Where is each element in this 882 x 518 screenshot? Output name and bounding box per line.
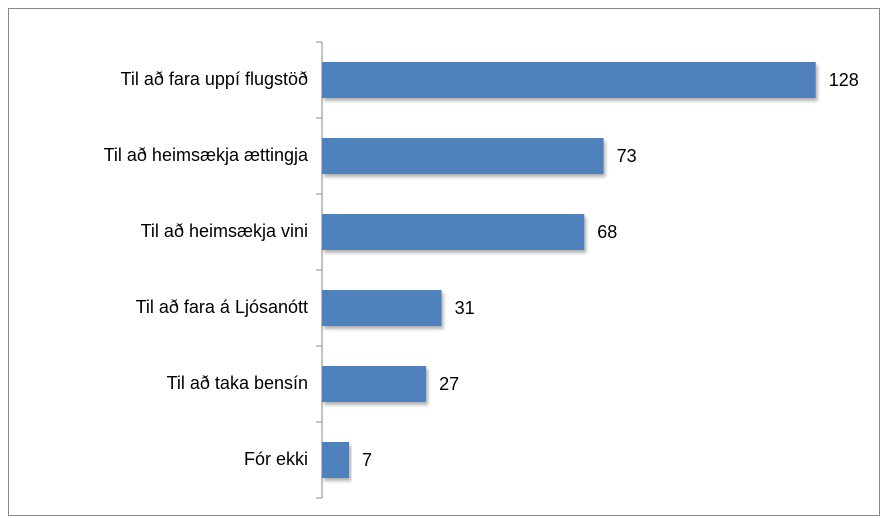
- y-tick-label: Til að taka bensín: [167, 373, 308, 393]
- bar: [322, 290, 442, 326]
- data-label: 31: [455, 298, 475, 318]
- y-tick-label: Til að fara á Ljósanótt: [136, 297, 308, 317]
- data-label: 27: [439, 374, 459, 394]
- data-label: 7: [362, 450, 372, 470]
- y-tick-label: Til að fara uppí flugstöð: [121, 69, 308, 89]
- bar: [322, 366, 427, 402]
- bar: [322, 214, 585, 250]
- y-tick-label: Fór ekki: [244, 449, 308, 469]
- data-label: 68: [597, 222, 617, 242]
- data-label: 73: [617, 146, 637, 166]
- data-label: 128: [829, 70, 859, 90]
- y-tick-label: Til að heimsækja ættingja: [104, 145, 309, 165]
- y-tick-label: Til að heimsækja vini: [141, 221, 308, 241]
- bar: [322, 62, 816, 98]
- bar: [322, 442, 349, 478]
- bar: [322, 138, 604, 174]
